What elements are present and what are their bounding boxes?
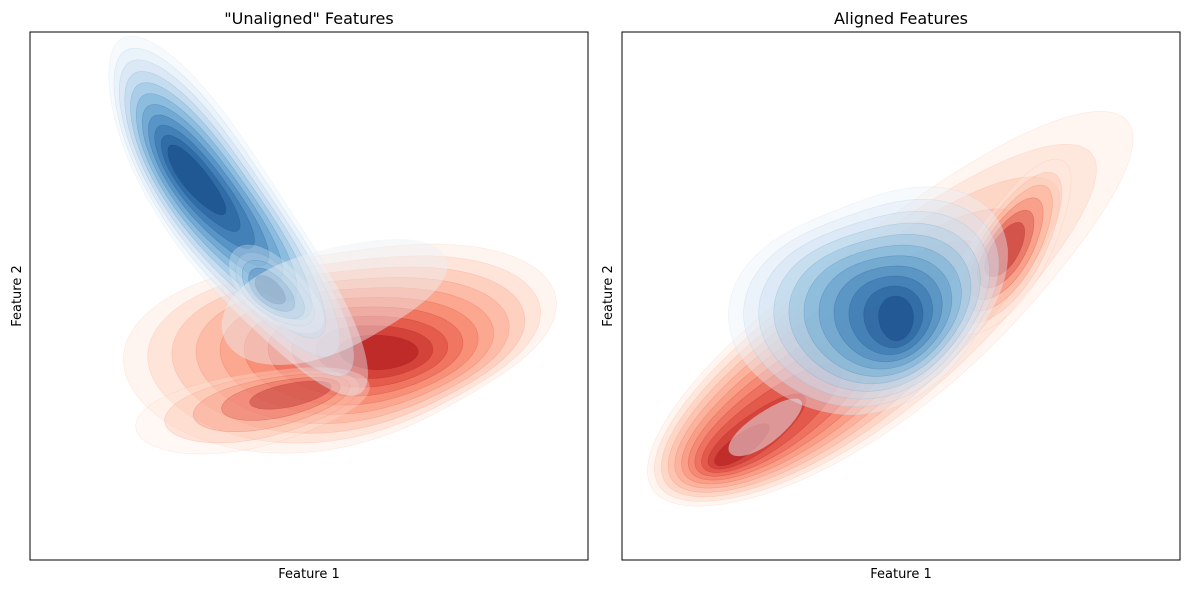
blue-left-sub-level-5 bbox=[254, 275, 286, 305]
blue-left-level-1 bbox=[108, 35, 369, 397]
plot-area-left bbox=[30, 32, 588, 560]
red-left-tail-level-1 bbox=[135, 367, 371, 455]
y-axis-label-right: Feature 2 bbox=[601, 265, 616, 327]
red-right-level-1 bbox=[647, 111, 1134, 507]
blue-right-level-7 bbox=[818, 255, 953, 370]
blue-left-level-5 bbox=[130, 82, 312, 320]
blue-right-level-9 bbox=[848, 275, 934, 356]
blue-left-sub-level-2 bbox=[235, 252, 315, 327]
panel-unaligned: "Unaligned" Features Feature 1 Feature 2 bbox=[10, 9, 589, 582]
red-right-upper-level-3 bbox=[961, 184, 1053, 312]
blue-left-level-2 bbox=[113, 47, 355, 377]
panel-aligned: Aligned Features Feature 1 Feature 2 bbox=[601, 9, 1181, 582]
axes-frame-left bbox=[29, 31, 589, 561]
overlap-haze-right bbox=[728, 398, 802, 457]
blue-right-level-4 bbox=[773, 222, 981, 392]
blue-right-level-1 bbox=[728, 186, 1009, 416]
chart-title-right: Aligned Features bbox=[834, 9, 968, 28]
blue-right-level-2 bbox=[743, 199, 1000, 408]
blue-right-level-8 bbox=[833, 265, 943, 363]
blue-left-sub-level-3 bbox=[241, 259, 305, 319]
blue-left-level-3 bbox=[118, 59, 341, 358]
blue-left-sub-level-1 bbox=[228, 244, 325, 334]
blue-left-level-11 bbox=[167, 144, 227, 216]
blue-left-level-10 bbox=[160, 134, 241, 232]
blue-right-level-10 bbox=[863, 285, 924, 349]
red-left-level-7 bbox=[267, 306, 464, 397]
overlap-haze-left bbox=[221, 239, 448, 365]
red-left-tail-level-2 bbox=[164, 370, 360, 444]
red-right-upper-level-4 bbox=[969, 197, 1044, 300]
blue-left-level-6 bbox=[135, 93, 298, 302]
red-right-upper-level-2 bbox=[954, 171, 1063, 324]
blue-right-level-11 bbox=[878, 295, 914, 342]
red-right-upper-level-5 bbox=[976, 209, 1035, 289]
plot-area-right bbox=[622, 32, 1180, 560]
kde-contours-right bbox=[647, 111, 1134, 507]
red-left-level-8 bbox=[291, 315, 449, 388]
red-left-level-9 bbox=[315, 325, 434, 379]
red-left-tail-level-3 bbox=[192, 373, 350, 433]
red-left-level-3 bbox=[171, 266, 526, 434]
red-left-tail-level-4 bbox=[221, 377, 341, 421]
axes-frame-right bbox=[621, 31, 1181, 561]
y-axis-label-left: Feature 2 bbox=[10, 265, 25, 327]
chart-title-left: "Unaligned" Features bbox=[224, 9, 393, 28]
blue-right-level-6 bbox=[803, 244, 962, 377]
blue-left-level-7 bbox=[141, 104, 284, 284]
x-axis-label-left: Feature 1 bbox=[278, 567, 340, 582]
red-left-tail-level-5 bbox=[249, 380, 332, 410]
blue-right-level-3 bbox=[758, 211, 990, 400]
red-left-level-2 bbox=[147, 255, 541, 444]
red-left-level-1 bbox=[123, 243, 557, 454]
blue-right-level-5 bbox=[788, 233, 972, 385]
kde-contours-left bbox=[108, 35, 557, 455]
x-axis-label-right: Feature 1 bbox=[870, 567, 932, 582]
red-right-upper-level-1 bbox=[946, 158, 1072, 335]
red-left-level-6 bbox=[243, 297, 479, 406]
blue-left-level-9 bbox=[154, 124, 255, 249]
red-left-level-4 bbox=[195, 277, 510, 425]
red-right-upper-level-6 bbox=[984, 222, 1026, 277]
blue-left-level-4 bbox=[124, 71, 326, 339]
blue-left-sub-level-4 bbox=[248, 267, 296, 312]
blue-left-level-8 bbox=[148, 114, 270, 267]
red-left-level-10 bbox=[338, 334, 419, 371]
red-left-level-5 bbox=[219, 287, 494, 415]
